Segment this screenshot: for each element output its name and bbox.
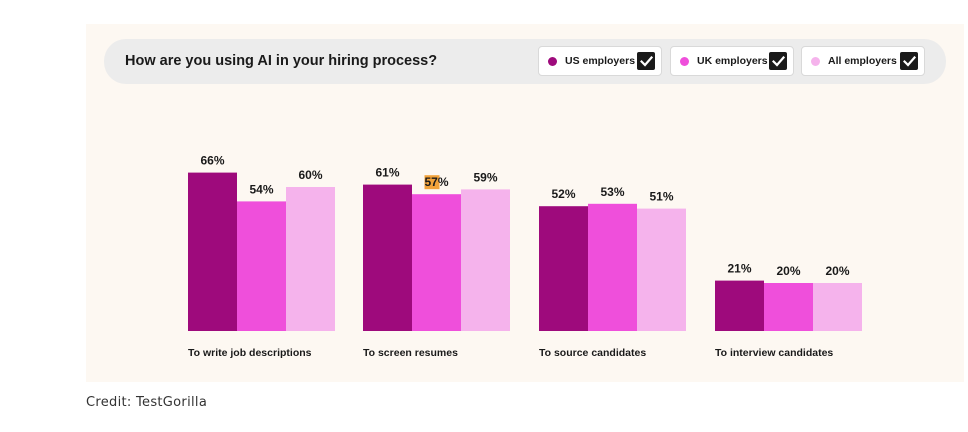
category-label-to-write-job-descriptions: To write job descriptions <box>188 347 312 359</box>
legend-label-us: US employers <box>565 55 636 67</box>
data-label-us-employers-to-interview-candidates: 21% <box>727 262 751 276</box>
all-employers-dot-icon <box>811 56 820 66</box>
category-label-to-screen-resumes: To screen resumes <box>363 347 458 359</box>
data-label-all-employers-to-screen-resumes: 59% <box>473 170 497 184</box>
bar-uk-employers-to-interview-candidates <box>764 283 813 331</box>
bar-us-employers-to-interview-candidates <box>715 280 764 331</box>
legend-label-all: All employers <box>828 55 897 67</box>
bar-all-employers-to-source-candidates <box>637 208 686 331</box>
data-label-uk-employers-to-screen-resumes: 57% <box>424 175 448 189</box>
uk-employers-dot-icon <box>680 56 689 66</box>
data-label-uk-employers-to-source-candidates: 53% <box>600 185 624 199</box>
legend-label-uk: UK employers <box>697 55 768 67</box>
bar-all-employers-to-interview-candidates <box>813 283 862 331</box>
checkmark-icon[interactable] <box>769 52 787 70</box>
data-label-uk-employers-to-write-job-descriptions: 54% <box>249 182 273 196</box>
data-label-uk-employers-to-interview-candidates: 20% <box>776 264 800 278</box>
bar-uk-employers-to-write-job-descriptions <box>237 201 286 331</box>
bar-all-employers-to-screen-resumes <box>461 189 510 331</box>
category-label-to-interview-candidates: To interview candidates <box>715 347 833 359</box>
data-label-all-employers-to-interview-candidates: 20% <box>825 264 849 278</box>
data-label-us-employers-to-write-job-descriptions: 66% <box>200 154 224 168</box>
bar-us-employers-to-screen-resumes <box>363 184 412 331</box>
label-highlight <box>424 175 440 190</box>
chart-title: How are you using AI in your hiring proc… <box>125 53 438 69</box>
category-label-to-source-candidates: To source candidates <box>539 347 646 359</box>
bar-us-employers-to-source-candidates <box>539 206 588 331</box>
data-label-us-employers-to-screen-resumes: 61% <box>375 166 399 180</box>
legend-toggle-all-employers[interactable]: All employers <box>801 46 925 76</box>
bar-uk-employers-to-source-candidates <box>588 203 637 331</box>
image-credit: Credit: TestGorilla <box>86 395 208 410</box>
checkmark-icon[interactable] <box>900 52 918 70</box>
data-label-all-employers-to-write-job-descriptions: 60% <box>298 168 322 182</box>
legend-toggle-us-employers[interactable]: US employers <box>538 46 662 76</box>
checkmark-icon[interactable] <box>637 52 655 70</box>
us-employers-dot-icon <box>548 56 557 66</box>
bar-uk-employers-to-screen-resumes <box>412 194 461 331</box>
data-label-all-employers-to-source-candidates: 51% <box>649 190 673 204</box>
legend-toggle-uk-employers[interactable]: UK employers <box>670 46 794 76</box>
bar-us-employers-to-write-job-descriptions <box>188 172 237 331</box>
bar-all-employers-to-write-job-descriptions <box>286 187 335 331</box>
data-label-us-employers-to-source-candidates: 52% <box>551 187 575 201</box>
